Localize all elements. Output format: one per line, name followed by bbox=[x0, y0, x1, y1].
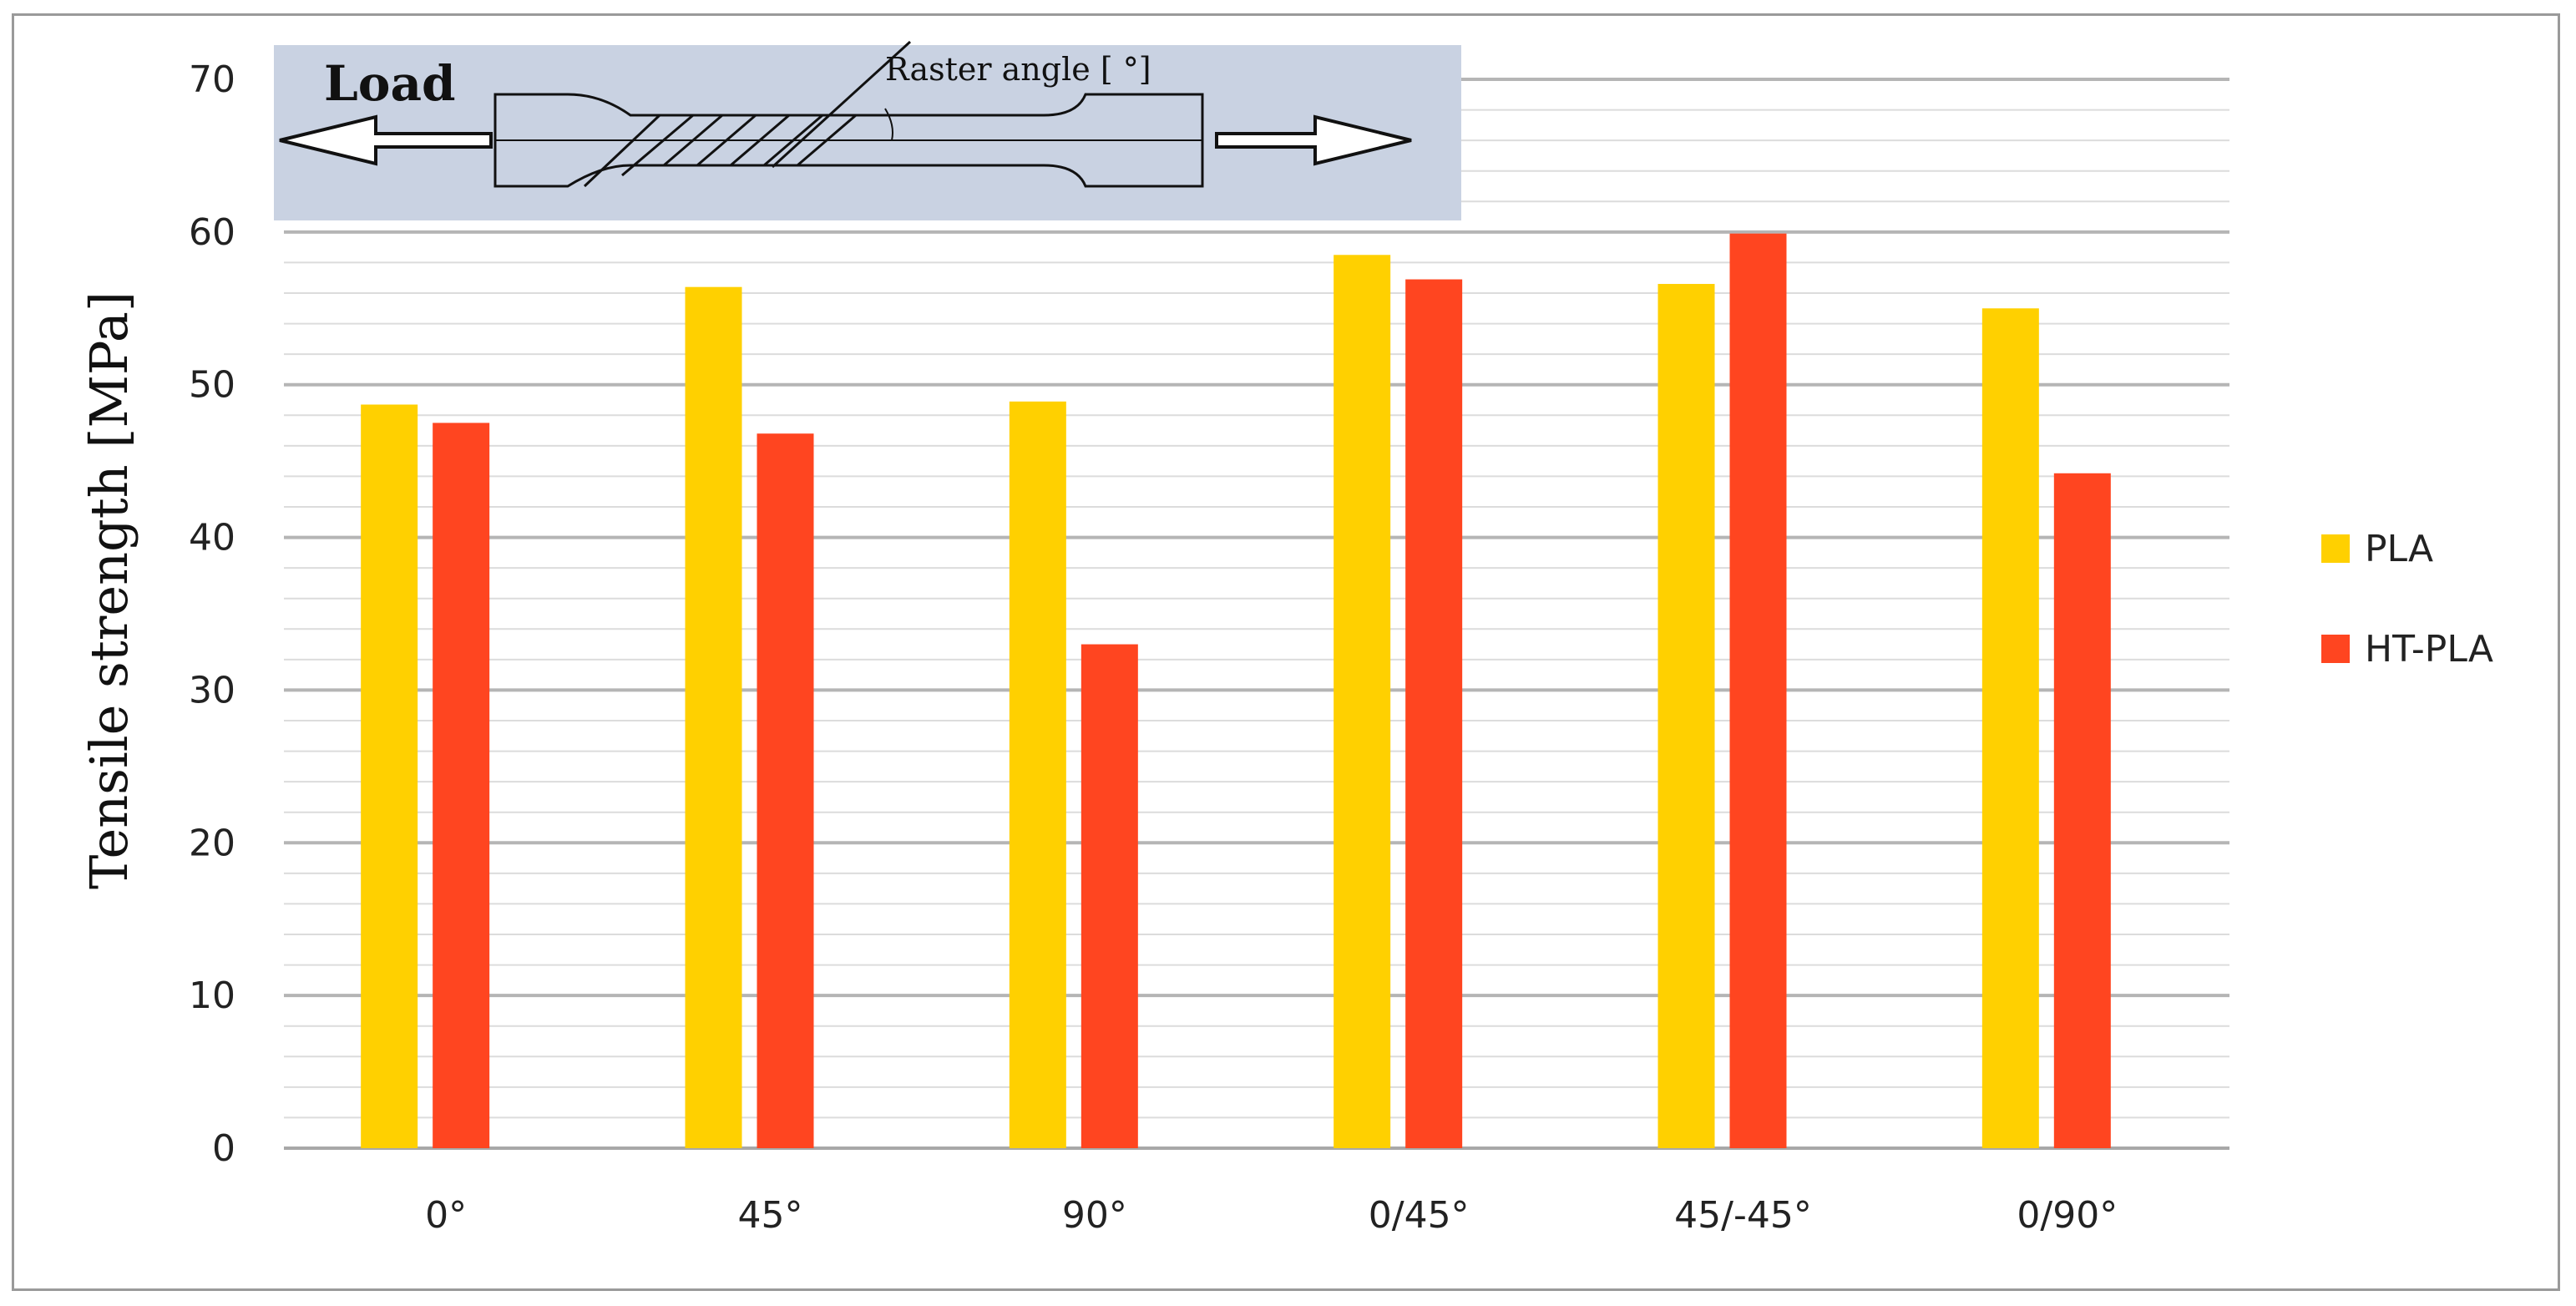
specimen-inset: Load Raster angle [ °] bbox=[274, 40, 1461, 220]
bar-ht-pla-2 bbox=[1081, 644, 1138, 1148]
bar-ht-pla-3 bbox=[1405, 279, 1463, 1148]
x-tick-label: 45° bbox=[738, 1194, 803, 1237]
grid-layer bbox=[284, 78, 2229, 1150]
bar-ht-pla-5 bbox=[2053, 473, 2111, 1148]
y-tick-label: 30 bbox=[189, 669, 235, 711]
bar-pla-2 bbox=[1009, 401, 1066, 1148]
bar-ht-pla-1 bbox=[757, 433, 814, 1148]
bar-ht-pla-4 bbox=[1729, 233, 1787, 1149]
raster-angle-arc bbox=[884, 108, 893, 141]
specimen-outline bbox=[493, 93, 1204, 188]
bar-pla-4 bbox=[1657, 284, 1715, 1148]
y-axis-title: Tensile strength [MPa] bbox=[78, 291, 139, 889]
raster-angle-line bbox=[771, 40, 912, 169]
y-tick-label: 40 bbox=[189, 517, 235, 559]
legend-swatch-ht-pla bbox=[2321, 635, 2350, 663]
raster-hatch bbox=[583, 114, 857, 188]
x-tick-label: 0° bbox=[425, 1194, 467, 1237]
bar-ht-pla-0 bbox=[433, 423, 490, 1148]
x-tick-label: 90° bbox=[1062, 1194, 1127, 1237]
bar-pla-0 bbox=[361, 404, 418, 1148]
y-tick-label: 70 bbox=[189, 58, 235, 101]
legend-label-ht-pla: HT-PLA bbox=[2365, 628, 2493, 671]
load-arrow-right-icon bbox=[1215, 114, 1412, 166]
x-tick-label: 0/90° bbox=[2017, 1194, 2118, 1237]
bar-pla-3 bbox=[1334, 255, 1391, 1149]
legend-swatch-pla bbox=[2321, 534, 2350, 563]
x-tick-label: 0/45° bbox=[1369, 1194, 1470, 1237]
raster-angle-label: Raster angle [ °] bbox=[885, 51, 1151, 88]
y-tick-label: 10 bbox=[189, 974, 235, 1017]
load-label: Load bbox=[324, 55, 456, 112]
bars-layer bbox=[361, 233, 2111, 1149]
y-tick-label: 50 bbox=[189, 364, 235, 407]
y-tick-labels: 0 10 20 30 40 50 60 70 bbox=[189, 58, 235, 1170]
load-arrow-left-icon bbox=[279, 114, 493, 166]
legend: PLA HT-PLA bbox=[2321, 528, 2493, 671]
y-tick-label: 0 bbox=[212, 1127, 235, 1170]
bar-pla-5 bbox=[1981, 308, 2039, 1148]
bar-pla-1 bbox=[685, 286, 742, 1149]
y-tick-label: 60 bbox=[189, 211, 235, 254]
y-tick-label: 20 bbox=[189, 822, 235, 864]
legend-label-pla: PLA bbox=[2365, 528, 2433, 570]
x-tick-label: 45/-45° bbox=[1674, 1194, 1812, 1237]
x-tick-labels: 0° 45° 90° 0/45° 45/-45° 0/90° bbox=[425, 1194, 2118, 1237]
